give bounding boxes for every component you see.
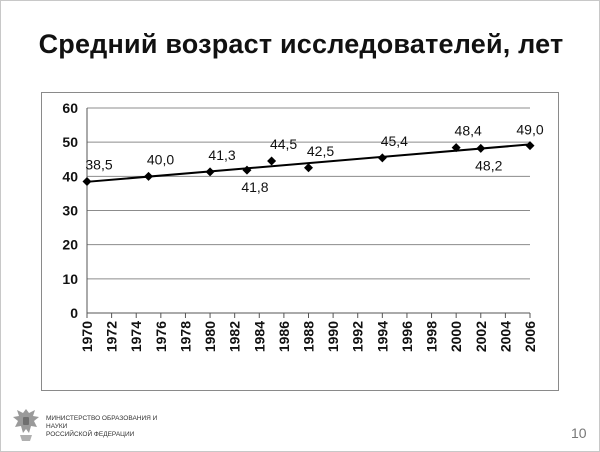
data-point-marker xyxy=(525,141,535,151)
x-tick-label: 1986 xyxy=(276,321,292,352)
x-tick-label: 2006 xyxy=(522,321,538,352)
ministry-name: МИНИСТЕРСТВО ОБРАЗОВАНИЯ И НАУКИ РОССИЙС… xyxy=(46,415,176,439)
data-point-marker xyxy=(377,153,387,163)
data-label: 45,4 xyxy=(381,133,408,149)
data-point-marker xyxy=(267,156,277,166)
y-tick-label: 50 xyxy=(62,134,78,150)
ministry-name-line1: МИНИСТЕРСТВО ОБРАЗОВАНИЯ И НАУКИ xyxy=(46,415,158,430)
line-chart: 0 10 20 30 40 50 60 1970 1972 1974 1976 1978 1980 198… xyxy=(62,100,543,352)
data-point-marker xyxy=(451,143,461,153)
x-tick-label: 1978 xyxy=(177,321,193,352)
x-tick-label: 1994 xyxy=(374,321,390,352)
y-tick-label: 60 xyxy=(62,100,78,116)
data-point-marker xyxy=(205,167,215,177)
data-point-marker xyxy=(82,176,92,186)
data-label: 38,5 xyxy=(85,156,112,172)
y-tick-label: 0 xyxy=(70,305,78,321)
data-label: 49,0 xyxy=(516,122,543,138)
y-tick-label: 10 xyxy=(62,271,78,287)
x-tick-label: 1974 xyxy=(128,321,144,352)
x-tick-label: 1988 xyxy=(301,321,317,352)
data-label: 42,5 xyxy=(307,143,334,159)
data-label: 48,2 xyxy=(475,157,502,173)
y-tick-label: 30 xyxy=(62,203,78,219)
data-point-marker xyxy=(144,171,154,181)
ministry-name-line2: РОССИЙСКОЙ ФЕДЕРАЦИИ xyxy=(46,431,135,438)
x-tick-label: 2004 xyxy=(497,321,513,352)
double-headed-eagle-emblem-icon xyxy=(13,409,39,441)
x-tick-label: 1972 xyxy=(104,321,120,352)
x-tick-label: 1976 xyxy=(153,321,169,352)
x-tick-label: 1998 xyxy=(424,321,440,352)
x-tick-label: 1984 xyxy=(251,321,267,352)
data-point-marker xyxy=(304,163,313,173)
x-tick-label: 1970 xyxy=(79,321,95,352)
y-tick-label: 40 xyxy=(62,168,78,184)
x-tick-label: 1990 xyxy=(325,321,341,352)
data-label: 44,5 xyxy=(270,136,297,152)
data-label: 41,8 xyxy=(241,179,268,195)
data-label: 40,0 xyxy=(147,151,174,167)
slide-title: Средний возраст исследователей, лет xyxy=(38,29,564,59)
data-label: 41,3 xyxy=(208,147,235,163)
x-tick-label: 2002 xyxy=(473,321,489,352)
data-point-marker xyxy=(242,165,252,175)
x-tick-label: 1982 xyxy=(227,321,243,352)
x-tick-label: 1996 xyxy=(399,321,415,352)
data-label: 48,4 xyxy=(455,123,482,139)
page-number: 10 xyxy=(571,425,587,441)
y-tick-label: 20 xyxy=(62,237,78,253)
x-tick-label: 2000 xyxy=(448,321,464,352)
x-tick-label: 1992 xyxy=(350,321,366,352)
data-point-marker xyxy=(476,143,486,153)
chart-area: 0 10 20 30 40 50 60 1970 1972 1974 1976 1978 1980 198… xyxy=(41,92,559,391)
x-tick-label: 1980 xyxy=(202,321,218,352)
